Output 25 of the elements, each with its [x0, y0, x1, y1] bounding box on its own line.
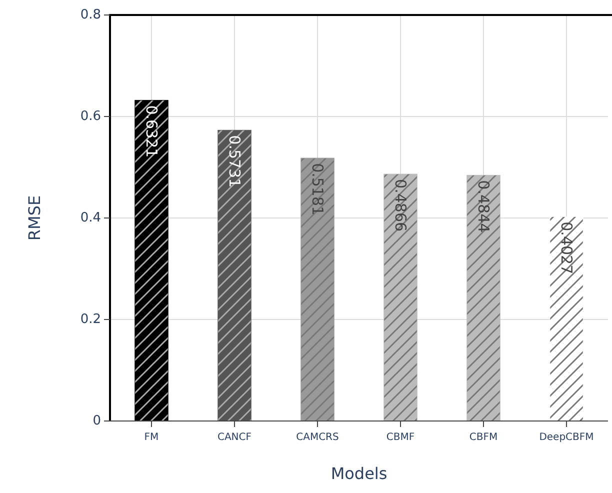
x-tick-label: DeepCBFM	[539, 432, 594, 443]
y-tick-label: 0.2	[80, 312, 101, 327]
x-tick-label: FM	[144, 432, 159, 443]
y-tick-label: 0.4	[80, 210, 101, 226]
data-label: 0.4027	[558, 222, 576, 274]
x-tick-label: CBMF	[386, 432, 415, 443]
data-label: 0.4844	[474, 180, 492, 233]
x-tick-label: CAMCRS	[296, 432, 339, 443]
y-tick-label: 0.8	[80, 8, 101, 22]
x-tick-label: CANCF	[217, 432, 252, 443]
data-label: 0.5181	[308, 163, 326, 216]
y-tick-label: 0.6	[80, 109, 101, 124]
bar	[466, 174, 500, 422]
bar	[218, 130, 252, 422]
y-tick-label: 0	[92, 414, 101, 428]
x-tick-label: CBFM	[469, 432, 498, 443]
bar	[384, 174, 418, 422]
data-label: 0.4866	[392, 179, 410, 232]
y-axis-title: RMSE	[25, 195, 44, 241]
data-label: 0.5731	[226, 135, 244, 188]
bar	[300, 158, 334, 422]
x-axis-title: Models	[330, 464, 388, 483]
bar	[550, 216, 584, 422]
data-label: 0.6321	[142, 105, 160, 158]
bar	[134, 100, 168, 422]
